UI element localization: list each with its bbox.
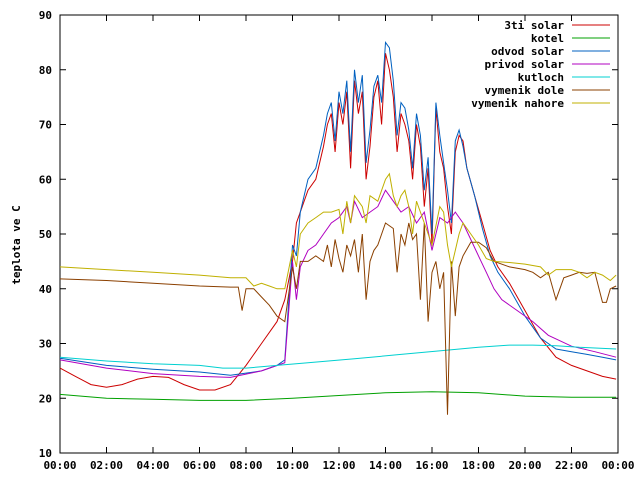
x-tick-label: 14:00: [369, 459, 402, 472]
series-line-kotel: [59, 391, 617, 401]
series-line-vymenik-dole: [59, 222, 617, 415]
y-tick-label: 50: [39, 228, 52, 241]
legend-label-privod-solar: privod solar: [485, 58, 565, 71]
x-tick-label: 18:00: [462, 459, 495, 472]
y-tick-label: 90: [39, 9, 52, 22]
series-line-odvod-solar: [59, 40, 617, 376]
series-line-privod-solar: [59, 189, 617, 378]
x-tick-label: 02:00: [90, 459, 123, 472]
series-line-kutloch: [59, 344, 617, 369]
x-tick-label: 10:00: [276, 459, 309, 472]
y-tick-label: 60: [39, 173, 52, 186]
y-tick-label: 70: [39, 119, 52, 132]
x-tick-label: 16:00: [415, 459, 448, 472]
legend-label-kotel: kotel: [531, 32, 564, 45]
legend-label-vymenik-nahore: vymenik nahore: [471, 97, 564, 110]
x-tick-label: 12:00: [322, 459, 355, 472]
x-tick-label: 08:00: [229, 459, 262, 472]
y-tick-label: 20: [39, 392, 52, 405]
x-tick-label: 00:00: [601, 459, 634, 472]
y-tick-label: 40: [39, 283, 52, 296]
x-tick-label: 06:00: [183, 459, 216, 472]
x-tick-label: 20:00: [508, 459, 541, 472]
legend-label-vymenik-dole: vymenik dole: [485, 84, 565, 97]
y-tick-label: 10: [39, 447, 52, 460]
y-tick-label: 80: [39, 64, 52, 77]
x-tick-label: 04:00: [136, 459, 169, 472]
legend-label-odvod-solar: odvod solar: [491, 45, 564, 58]
series-line-vymenik-nahore: [59, 172, 617, 290]
y-axis-label: teplota ve C: [10, 205, 23, 284]
legend-label-3ti-solar: 3ti solar: [504, 19, 564, 32]
x-tick-label: 00:00: [43, 459, 76, 472]
legend-label-kutloch: kutloch: [518, 71, 564, 84]
y-tick-label: 30: [39, 338, 52, 351]
x-tick-label: 22:00: [555, 459, 588, 472]
